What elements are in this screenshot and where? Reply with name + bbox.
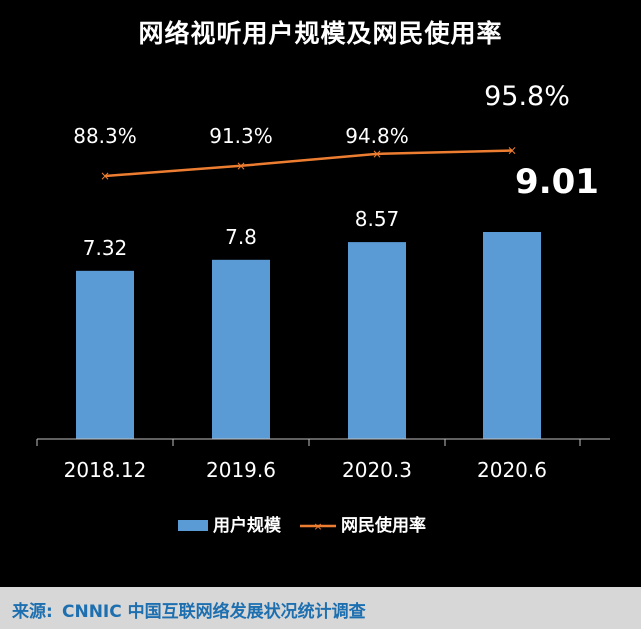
line-point-2019.6: × — [236, 159, 246, 173]
legend: 用户规模 × 网民使用率 — [178, 515, 426, 536]
bar-label-2018.12: 7.32 — [83, 236, 128, 260]
chart: 7.32 7.8 8.57 9.01 × × × × 88.3% 91.3% 94.8% 95.8… — [36, 81, 610, 536]
bar-label-2020.3: 8.57 — [355, 207, 400, 231]
x-tick-label-2018.12: 2018.12 — [64, 458, 147, 482]
source-text: CNNIC 中国互联网络发展状况统计调查 — [62, 602, 366, 622]
legend-label-line: 网民使用率 — [341, 515, 426, 536]
line-label-2018.12: 88.3% — [73, 124, 137, 148]
line-label-2020.6: 95.8% — [484, 81, 570, 112]
bar-label-2020.6: 9.01 — [515, 162, 599, 202]
bar-2020.3 — [348, 242, 406, 439]
bar-value-labels: 7.32 7.8 8.57 9.01 — [83, 162, 599, 260]
legend-swatch-marker: × — [313, 520, 322, 533]
line-label-2020.3: 94.8% — [345, 124, 409, 148]
x-tick-label-2020.3: 2020.3 — [342, 458, 412, 482]
bar-series — [76, 232, 541, 439]
bar-2020.6 — [483, 232, 541, 439]
line-value-labels: 88.3% 91.3% 94.8% 95.8% — [73, 81, 570, 148]
line-path — [104, 149, 513, 178]
chart-title: 网络视听用户规模及网民使用率 — [138, 19, 503, 48]
line-series: × × × × — [100, 144, 517, 184]
line-point-2020.3: × — [372, 147, 382, 161]
line-label-2019.6: 91.3% — [209, 124, 273, 148]
x-axis-tick-labels: 2018.12 2019.6 2020.3 2020.6 — [64, 458, 547, 482]
line-point-2020.6: × — [507, 144, 517, 158]
x-tick-label-2020.6: 2020.6 — [477, 458, 547, 482]
bar-2019.6 — [212, 259, 270, 439]
x-tick-label-2019.6: 2019.6 — [206, 458, 276, 482]
line-point-2018.12: × — [100, 169, 110, 183]
source-bar: 来源: CNNIC 中国互联网络发展状况统计调查 — [0, 587, 641, 629]
bar-label-2019.6: 7.8 — [225, 225, 257, 249]
x-axis-ticks — [36, 439, 581, 446]
legend-swatch-bar — [178, 520, 208, 531]
source-label: 来源: — [12, 602, 53, 622]
bar-2018.12 — [76, 270, 134, 439]
legend-label-bar: 用户规模 — [213, 515, 282, 536]
